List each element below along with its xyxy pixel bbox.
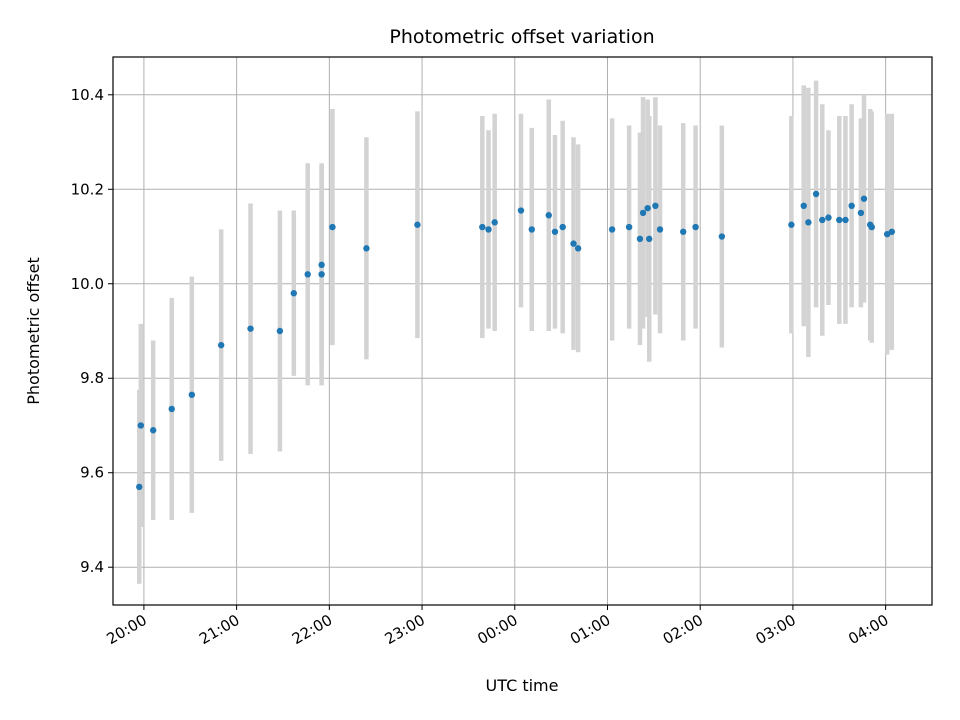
data-point	[656, 226, 664, 233]
data-point	[639, 209, 647, 217]
data-point	[848, 202, 855, 210]
x-tick-label: 20:00	[103, 611, 149, 648]
data-point	[517, 207, 525, 214]
x-tick-label: 21:00	[196, 611, 242, 648]
data-point	[636, 235, 644, 243]
data-point	[217, 341, 225, 349]
data-point	[842, 216, 849, 224]
data-point	[168, 405, 175, 413]
data-point	[644, 204, 651, 212]
data-point	[805, 219, 812, 226]
data-point	[276, 327, 284, 335]
data-point	[608, 226, 616, 233]
data-point	[868, 223, 875, 231]
data-point	[479, 223, 486, 231]
data-point	[888, 228, 896, 235]
x-tick-label: 03:00	[752, 611, 798, 648]
data-point	[329, 223, 336, 231]
data-point	[414, 221, 421, 228]
x-tick-label: 00:00	[474, 611, 520, 648]
data-point	[136, 483, 143, 491]
data-point	[692, 223, 699, 231]
data-point	[570, 240, 577, 247]
data-point	[812, 190, 820, 198]
x-axis-ticks: 20:00 21:00 22:00 23:00 00:00 01:00 02:00 03:00…	[103, 605, 892, 648]
data-point	[491, 219, 498, 226]
data-point	[247, 325, 254, 332]
data-point	[551, 228, 559, 235]
data-point	[857, 209, 865, 217]
data-point	[528, 226, 535, 233]
data-points	[136, 190, 896, 491]
y-tick-label: 9.8	[80, 369, 104, 387]
y-tick-label: 9.4	[80, 558, 104, 576]
data-point	[836, 216, 843, 224]
data-point	[646, 235, 653, 243]
data-point	[137, 422, 145, 429]
data-point	[318, 261, 325, 269]
data-point	[800, 202, 807, 210]
data-point	[149, 427, 157, 434]
data-point	[545, 212, 552, 219]
error-bars	[137, 80, 895, 584]
y-axis-label: Photometric offset	[24, 257, 43, 405]
data-point	[819, 216, 826, 224]
x-tick-label: 02:00	[660, 611, 706, 648]
x-axis-label: UTC time	[486, 676, 559, 695]
data-point	[318, 271, 325, 278]
data-point	[825, 214, 832, 221]
data-point	[559, 223, 566, 231]
data-point	[625, 223, 633, 231]
data-point	[788, 221, 795, 228]
data-point	[188, 391, 196, 398]
y-tick-label: 10.2	[71, 180, 104, 198]
x-tick-label: 01:00	[567, 611, 613, 648]
chart-title: Photometric offset variation	[389, 26, 654, 48]
data-point	[304, 271, 311, 278]
data-point	[860, 195, 868, 202]
y-tick-label: 10.4	[71, 86, 104, 104]
y-axis-ticks: 9.4 9.6 9.8 10.0 10.2 10.4	[71, 86, 113, 576]
data-point	[290, 290, 297, 297]
data-point	[718, 233, 726, 240]
x-tick-label: 23:00	[382, 611, 428, 648]
y-tick-label: 10.0	[71, 275, 104, 293]
y-tick-label: 9.6	[80, 464, 104, 482]
data-point	[363, 245, 370, 252]
data-point	[680, 228, 687, 235]
x-tick-label: 22:00	[289, 611, 335, 648]
data-point	[574, 245, 582, 252]
plot-frame	[112, 56, 933, 606]
x-tick-label: 04:00	[845, 611, 891, 648]
data-point	[652, 202, 659, 210]
data-point	[485, 226, 492, 233]
